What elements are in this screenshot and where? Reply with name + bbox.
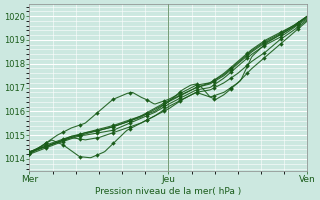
X-axis label: Pression niveau de la mer( hPa ): Pression niveau de la mer( hPa ) bbox=[95, 187, 242, 196]
